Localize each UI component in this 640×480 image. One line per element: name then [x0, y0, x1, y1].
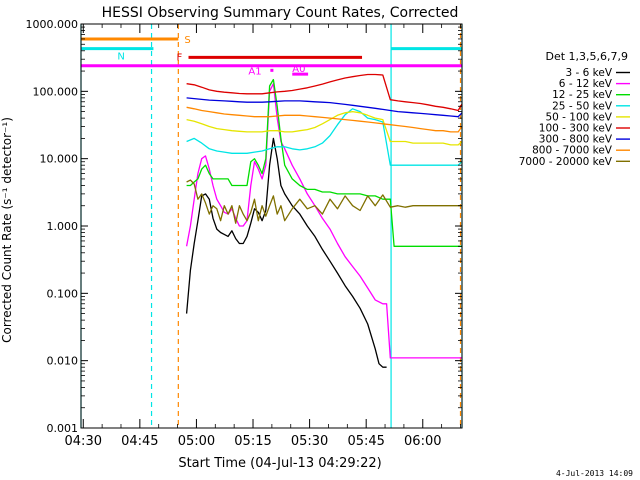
- x-tick-label-3: 05:15: [234, 434, 271, 449]
- series-lines: [185, 73, 463, 368]
- legend-label-5: 100 - 300 keV: [539, 123, 613, 135]
- timestamp: 4-Jul-2013 14:09: [556, 469, 633, 478]
- series-line-3: [186, 108, 463, 166]
- vertical-markers: [80, 24, 463, 428]
- chart-title: HESSI Observing Summary Count Rates, Cor…: [102, 5, 459, 21]
- x-tick-label-5: 05:45: [347, 434, 384, 449]
- x-tick-label-2: 05:00: [178, 434, 215, 449]
- series-line-1: [185, 83, 462, 359]
- y-tick-label-2: 10.000: [40, 153, 79, 166]
- flag-label-6: A0: [292, 64, 305, 75]
- y-tick-label-5: 0.010: [47, 355, 79, 368]
- legend-label-1: 6 - 12 keV: [559, 78, 613, 90]
- y-axis-label: Corrected Count Rate (s⁻¹ detector⁻¹): [0, 117, 14, 343]
- series-line-7: [186, 106, 463, 133]
- legend-label-0: 3 - 6 keV: [565, 67, 612, 79]
- flag-label-0: S: [184, 35, 190, 46]
- series-line-4: [186, 110, 463, 146]
- series-line-0: [185, 137, 387, 368]
- series-line-2: [186, 78, 462, 247]
- legend-label-6: 300 - 800 keV: [539, 134, 613, 146]
- legend-label-3: 25 - 50 keV: [552, 100, 613, 112]
- x-tick-label-4: 05:30: [291, 434, 328, 449]
- legend-label-7: 800 - 7000 keV: [532, 145, 613, 157]
- y-tick-label-0: 1000.000: [26, 18, 79, 31]
- series-line-6: [186, 97, 463, 118]
- y-tick-label-4: 0.100: [47, 287, 79, 300]
- legend-label-2: 12 - 25 keV: [552, 89, 613, 101]
- y-tick-label-3: 1.000: [47, 220, 79, 233]
- legend-header: Det 1,3,5,6,7,9: [545, 50, 628, 63]
- x-tick-label-0: 04:30: [65, 434, 102, 449]
- legend-label-8: 7000 - 20000 keV: [519, 156, 613, 168]
- series-line-8: [186, 179, 462, 224]
- flag-label-3: F: [177, 52, 183, 63]
- x-axis-label: Start Time (04-Jul-13 04:29:22): [178, 456, 381, 471]
- axes: 1000.000 100.000 10.000 1.000 0.100 0.010 0.00…: [26, 18, 462, 449]
- series-line-5: [186, 73, 463, 112]
- plot-frame: [80, 23, 463, 429]
- y-tick-label-1: 100.000: [33, 85, 79, 98]
- x-tick-label-1: 04:45: [121, 434, 158, 449]
- legend-label-4: 50 - 100 keV: [545, 111, 612, 123]
- x-tick-label-6: 06:00: [404, 434, 441, 449]
- flag-label-1: N: [117, 52, 124, 63]
- flag-label-5: A1: [248, 66, 261, 77]
- y-tick-label-6: 0.001: [47, 422, 79, 435]
- flag-bars: S N F A1 A0: [81, 35, 462, 77]
